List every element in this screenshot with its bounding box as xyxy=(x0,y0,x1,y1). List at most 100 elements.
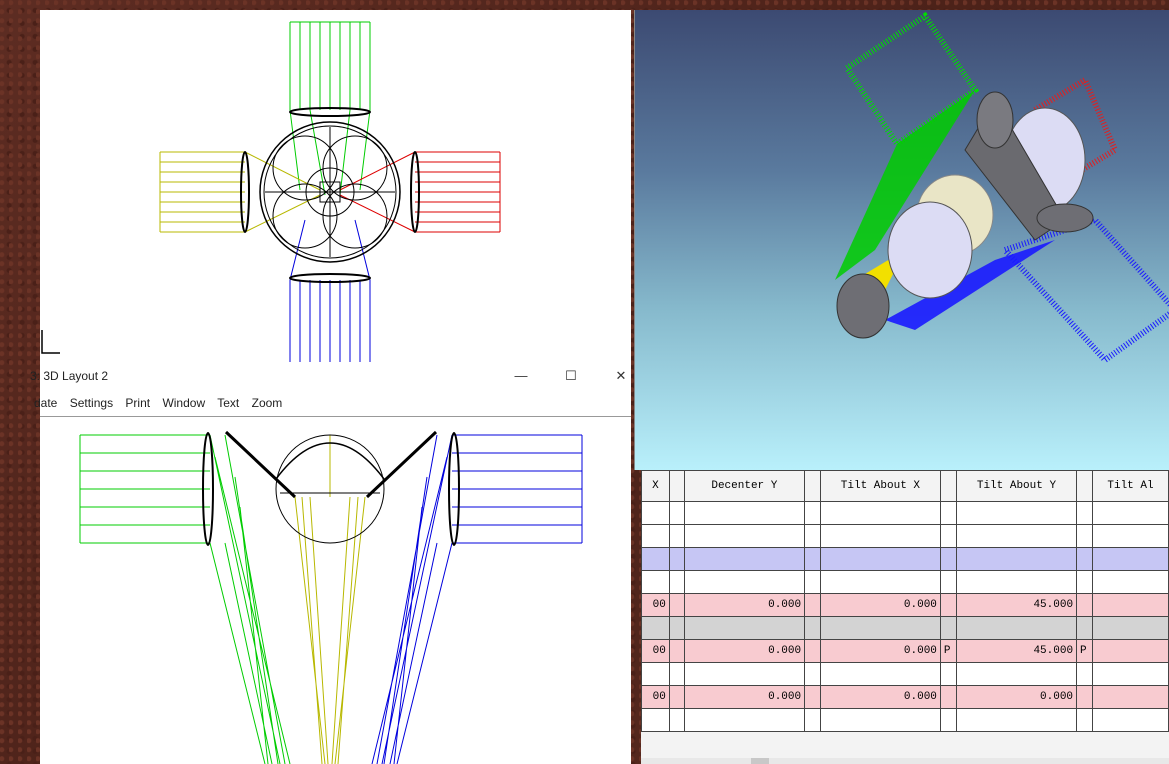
cell-tilt-about-x[interactable] xyxy=(819,662,941,686)
cell-tilt-about-y[interactable] xyxy=(955,524,1078,548)
cell-decenter-x[interactable] xyxy=(641,501,670,525)
column-header-decenter-y[interactable]: Decenter Y xyxy=(683,470,806,502)
cell-tilt-about-z[interactable] xyxy=(1091,639,1169,663)
cell-tilt-about-y[interactable] xyxy=(955,570,1078,594)
cell-solve-flag[interactable] xyxy=(804,501,821,525)
cell-decenter-x[interactable] xyxy=(641,662,670,686)
cell-tilt-about-y[interactable]: 0.000 xyxy=(955,685,1078,709)
cell-solve-flag[interactable] xyxy=(804,662,821,686)
cell-solve-flag[interactable] xyxy=(1076,685,1093,709)
cell-decenter-y[interactable]: 0.000 xyxy=(683,685,806,709)
cell-solve-flag[interactable] xyxy=(804,570,821,594)
cell-tilt-about-x[interactable] xyxy=(819,547,941,571)
cell-decenter-y[interactable] xyxy=(683,708,806,732)
cell-decenter-y[interactable] xyxy=(683,547,806,571)
cell-solve-flag[interactable] xyxy=(1076,501,1093,525)
cell-tilt-about-z[interactable] xyxy=(1091,547,1169,571)
window-titlebar[interactable]: 3: 3D Layout 2 — ☐ ✕ xyxy=(30,362,631,390)
cell-solve-flag[interactable] xyxy=(668,570,685,594)
cell-solve-flag[interactable] xyxy=(939,662,957,686)
cell-decenter-y[interactable]: 0.000 xyxy=(683,639,806,663)
cell-solve-flag[interactable] xyxy=(1076,547,1093,571)
cell-solve-flag[interactable] xyxy=(668,616,685,640)
cell-decenter-y[interactable]: 0.000 xyxy=(683,593,806,617)
menu-item-settings[interactable]: Settings xyxy=(69,396,114,410)
menu-item-print[interactable]: Print xyxy=(125,396,151,410)
cell-decenter-y[interactable] xyxy=(683,570,806,594)
cell-decenter-y[interactable] xyxy=(683,662,806,686)
cell-tilt-about-z[interactable] xyxy=(1091,593,1169,617)
cell-solve-flag[interactable] xyxy=(668,547,685,571)
horizontal-scrollbar[interactable] xyxy=(641,758,1169,764)
cell-solve-flag[interactable] xyxy=(804,685,821,709)
cell-solve-flag[interactable] xyxy=(804,708,821,732)
cell-decenter-x[interactable] xyxy=(641,547,670,571)
column-header-tilt-about-z[interactable]: Tilt Al xyxy=(1091,470,1169,502)
cell-solve-flag[interactable] xyxy=(804,593,821,617)
cell-solve-flag[interactable] xyxy=(804,524,821,548)
cell-decenter-y[interactable] xyxy=(683,501,806,525)
cell-tilt-about-x[interactable] xyxy=(819,524,941,548)
menu-item-window[interactable]: Window xyxy=(162,396,206,410)
cell-solve-flag[interactable] xyxy=(939,685,957,709)
menu-item-text[interactable]: Text xyxy=(217,396,240,410)
cell-solve-flag[interactable]: P xyxy=(1076,639,1093,663)
cell-decenter-x[interactable] xyxy=(641,570,670,594)
shaded-model-viewer[interactable] xyxy=(634,10,1169,470)
cell-tilt-about-z[interactable] xyxy=(1091,524,1169,548)
cell-tilt-about-y[interactable] xyxy=(955,708,1078,732)
cell-solve-flag[interactable] xyxy=(939,501,957,525)
cell-solve-flag[interactable] xyxy=(1076,524,1093,548)
cell-decenter-x[interactable] xyxy=(641,616,670,640)
cell-tilt-about-x[interactable]: 0.000 xyxy=(819,639,941,663)
cell-solve-flag[interactable] xyxy=(939,616,957,640)
cell-tilt-about-x[interactable] xyxy=(819,501,941,525)
cell-solve-flag[interactable] xyxy=(804,616,821,640)
top-layout-viewer[interactable] xyxy=(40,10,631,362)
cell-solve-flag[interactable] xyxy=(1076,662,1093,686)
cell-decenter-x[interactable] xyxy=(641,708,670,732)
cell-tilt-about-x[interactable] xyxy=(819,570,941,594)
cell-solve-flag[interactable] xyxy=(939,593,957,617)
cell-solve-flag[interactable] xyxy=(668,708,685,732)
menu-item-update[interactable]: date xyxy=(34,396,58,410)
cell-tilt-about-z[interactable] xyxy=(1091,685,1169,709)
minimize-icon[interactable]: — xyxy=(514,368,528,383)
cell-decenter-x[interactable] xyxy=(641,524,670,548)
cell-tilt-about-x[interactable]: 0.000 xyxy=(819,593,941,617)
cell-decenter-x[interactable]: 00 xyxy=(641,593,670,617)
cell-tilt-about-x[interactable] xyxy=(819,616,941,640)
cell-tilt-about-y[interactable] xyxy=(955,616,1078,640)
cell-solve-flag[interactable] xyxy=(668,639,685,663)
column-header-decenter-x[interactable]: X xyxy=(641,470,670,502)
cell-tilt-about-z[interactable] xyxy=(1091,501,1169,525)
close-icon[interactable]: ✕ xyxy=(615,368,627,383)
cell-tilt-about-y[interactable] xyxy=(955,662,1078,686)
cell-solve-flag[interactable] xyxy=(668,524,685,548)
cell-solve-flag[interactable] xyxy=(668,501,685,525)
layout2-drawing[interactable] xyxy=(40,417,631,764)
cell-tilt-about-z[interactable] xyxy=(1091,570,1169,594)
cell-solve-flag[interactable] xyxy=(668,662,685,686)
cell-tilt-about-y[interactable]: 45.000 xyxy=(955,593,1078,617)
cell-solve-flag[interactable] xyxy=(939,547,957,571)
cell-solve-flag[interactable]: P xyxy=(939,639,957,663)
menu-item-zoom[interactable]: Zoom xyxy=(251,396,283,410)
cell-decenter-x[interactable]: 00 xyxy=(641,639,670,663)
cell-solve-flag[interactable] xyxy=(804,547,821,571)
cell-solve-flag[interactable] xyxy=(668,685,685,709)
cell-tilt-about-z[interactable] xyxy=(1091,616,1169,640)
cell-decenter-y[interactable] xyxy=(683,524,806,548)
cell-solve-flag[interactable] xyxy=(1076,593,1093,617)
cell-solve-flag[interactable] xyxy=(668,593,685,617)
cell-solve-flag[interactable] xyxy=(939,570,957,594)
cell-tilt-about-x[interactable] xyxy=(819,708,941,732)
cell-tilt-about-y[interactable]: 45.000 xyxy=(955,639,1078,663)
cell-tilt-about-y[interactable] xyxy=(955,547,1078,571)
maximize-icon[interactable]: ☐ xyxy=(565,368,577,383)
cell-solve-flag[interactable] xyxy=(1076,570,1093,594)
cell-decenter-y[interactable] xyxy=(683,616,806,640)
column-header-tilt-about-y[interactable]: Tilt About Y xyxy=(955,470,1078,502)
cell-tilt-about-y[interactable] xyxy=(955,501,1078,525)
cell-decenter-x[interactable]: 00 xyxy=(641,685,670,709)
